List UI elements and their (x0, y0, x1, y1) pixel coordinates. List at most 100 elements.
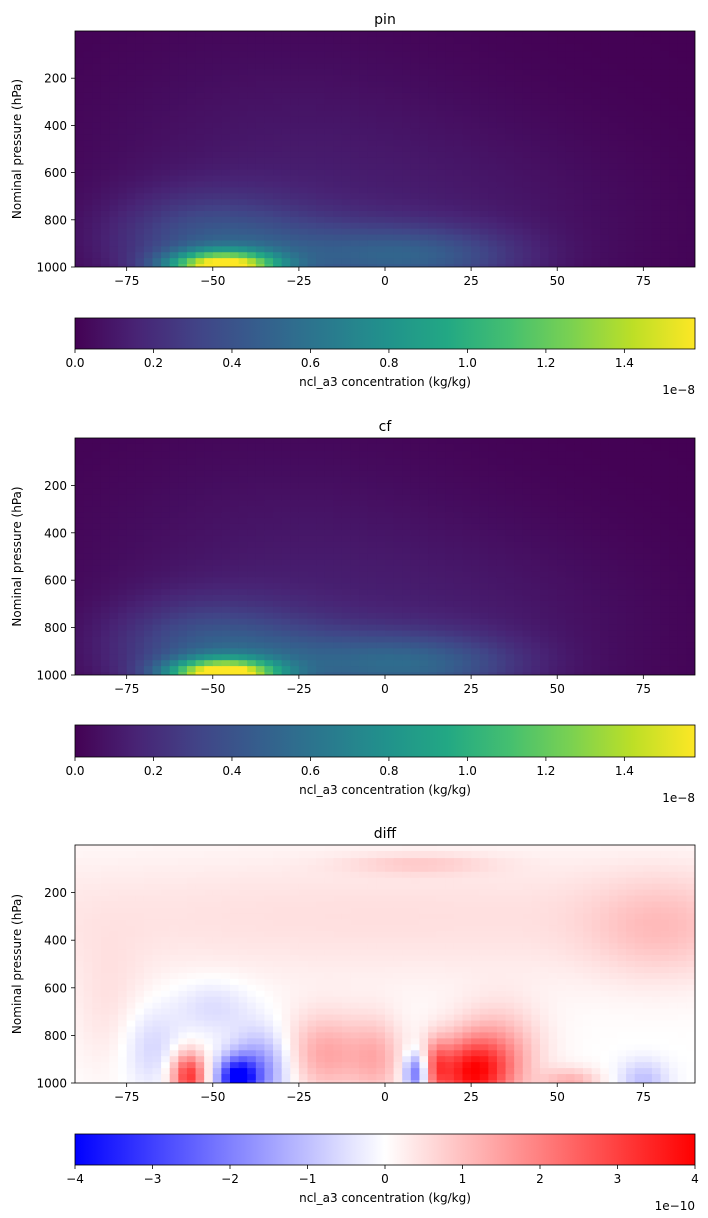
heatmap-cell (402, 36, 412, 45)
heatmap-cell (143, 464, 154, 472)
heatmap-cell (341, 494, 352, 501)
heatmap-cell (118, 31, 128, 38)
heatmap-cell (471, 181, 481, 188)
heatmap-cell (316, 146, 326, 153)
heatmap-cell (333, 181, 343, 188)
heatmap-cell (264, 577, 274, 584)
heatmap-cell (600, 169, 610, 177)
heatmap-cell (273, 43, 283, 52)
heatmap-cell (118, 57, 128, 65)
heatmap-cell (324, 443, 334, 452)
heatmap-cell (445, 228, 455, 236)
heatmap-cell (402, 128, 412, 135)
heatmap-cell (376, 134, 386, 141)
heatmap-cell (290, 470, 300, 478)
heatmap-cell (161, 151, 171, 159)
heatmap-cell (617, 104, 627, 112)
heatmap-cell (548, 122, 558, 129)
heatmap-cell (608, 75, 619, 82)
heatmap-cell (548, 193, 558, 200)
heatmap-cell (591, 205, 601, 212)
heatmap-cell (100, 104, 111, 112)
heatmap-cell (445, 500, 455, 507)
heatmap-cell (212, 624, 222, 632)
heatmap-cell (238, 193, 248, 200)
heatmap-cell (221, 512, 231, 519)
heatmap-cell (359, 506, 369, 513)
heatmap-cell (376, 69, 386, 76)
heatmap-cell (238, 482, 248, 489)
heatmap-cell (660, 151, 670, 159)
heatmap-cell (341, 43, 352, 52)
heatmap-cell (574, 193, 584, 200)
heatmap-cell (453, 618, 464, 626)
heatmap-cell (565, 63, 576, 70)
heatmap-cell (75, 470, 85, 478)
heatmap-cell (247, 146, 257, 153)
heatmap-cell (488, 234, 498, 242)
heatmap-cell (583, 104, 593, 112)
heatmap-cell (557, 87, 567, 94)
heatmap-cell (92, 517, 102, 525)
heatmap-cell (686, 234, 695, 242)
heatmap-cell (143, 228, 154, 236)
heatmap-cell (626, 246, 636, 253)
heatmap-cell (178, 134, 188, 141)
heatmap-cell (109, 624, 119, 632)
heatmap-cell (488, 535, 498, 543)
heatmap-cell (230, 222, 240, 230)
heatmap-cell (186, 151, 197, 159)
heatmap-cell (548, 187, 558, 194)
heatmap-cell (152, 43, 162, 52)
heatmap-cell (230, 122, 240, 129)
heatmap-cell (600, 104, 610, 112)
heatmap-cell (488, 92, 498, 100)
heatmap-cell (195, 205, 205, 212)
heatmap-cell (419, 624, 429, 632)
heatmap-cell (118, 98, 128, 106)
heatmap-cell (290, 51, 300, 59)
heatmap-cell (264, 589, 274, 596)
heatmap-cell (307, 87, 317, 94)
heatmap-cell (195, 529, 205, 537)
heatmap-cell (660, 199, 670, 206)
heatmap-cell (333, 157, 343, 165)
heatmap-cell (617, 128, 627, 135)
heatmap-cell (359, 535, 369, 543)
heatmap-cell (479, 666, 489, 673)
heatmap-cell (204, 523, 214, 531)
heatmap-cell (204, 104, 214, 112)
heatmap-cell (178, 660, 188, 667)
heatmap-cell (178, 87, 188, 94)
heatmap-cell (436, 146, 446, 153)
heatmap-cell (333, 57, 343, 65)
heatmap-cell (255, 438, 266, 445)
heatmap-cell (626, 240, 636, 247)
heatmap-cell (410, 151, 421, 159)
heatmap-cell (204, 577, 214, 584)
heatmap-cell (169, 488, 179, 495)
heatmap-cell (350, 529, 360, 537)
heatmap-cell (540, 75, 550, 82)
heatmap-cell (333, 116, 343, 124)
heatmap-cell (298, 234, 309, 242)
heatmap-cell (557, 187, 567, 194)
heatmap-cell (238, 660, 248, 667)
heatmap-cell (255, 75, 266, 82)
heatmap-cell (161, 175, 171, 183)
heatmap-cell (479, 523, 489, 531)
heatmap-cell (238, 438, 248, 445)
heatmap-cell (204, 151, 214, 159)
heatmap-cell (230, 193, 240, 200)
heatmap-cell (109, 193, 119, 200)
heatmap-cell (135, 451, 145, 459)
heatmap-cell (290, 535, 300, 543)
heatmap-cell (643, 128, 653, 135)
heatmap-cell (462, 116, 472, 124)
heatmap-cell (186, 81, 197, 88)
heatmap-cell (212, 517, 222, 525)
heatmap-cell (436, 104, 446, 112)
heatmap-cell (195, 571, 205, 578)
heatmap-cell (496, 163, 507, 171)
heatmap-cell (436, 464, 446, 472)
